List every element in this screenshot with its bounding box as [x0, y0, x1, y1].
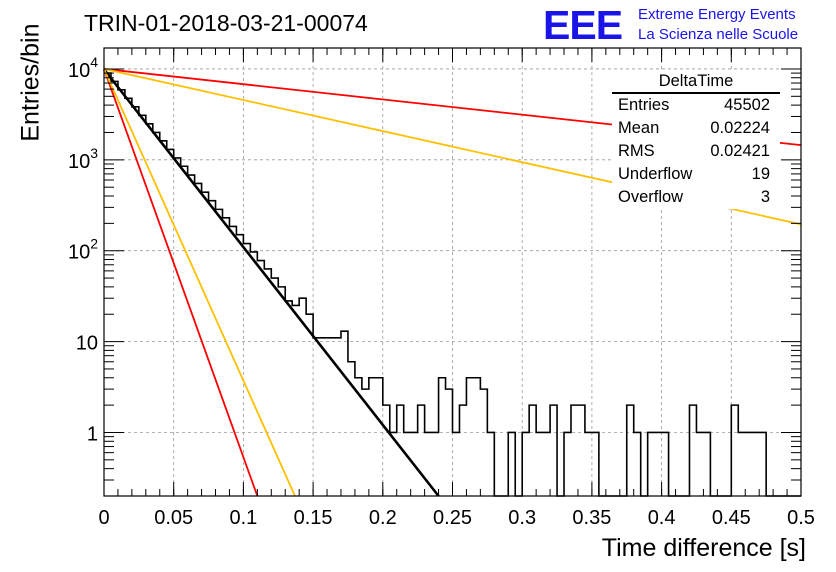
- stats-row-overflow: Overflow 3: [612, 186, 780, 209]
- x-tick-label: 0.05: [154, 507, 193, 529]
- histogram-outline: [104, 72, 801, 497]
- x-axis-label: Time difference [s]: [601, 534, 806, 562]
- stats-row-mean: Mean 0.02224: [612, 117, 780, 140]
- x-tick-label: 0: [98, 507, 109, 529]
- x-tick-label: 0.15: [294, 507, 333, 529]
- run-title: TRIN-01-2018-03-21-00074: [84, 10, 368, 36]
- stats-value: 3: [760, 188, 770, 206]
- stats-key: RMS: [618, 142, 655, 160]
- y-tick-label: 104: [68, 54, 98, 82]
- y-tick-label: 1: [87, 423, 98, 445]
- stats-row-underflow: Underflow 19: [612, 163, 780, 186]
- x-tick-label: 0.4: [648, 507, 676, 529]
- y-axis-label: Entries/bin: [16, 23, 45, 142]
- stats-key: Entries: [618, 96, 670, 114]
- brand-line-2: La Scienza nelle Scuole: [638, 26, 799, 43]
- x-tick-label: 0.25: [433, 507, 472, 529]
- brand-line-1: Extreme Energy Events: [638, 6, 796, 23]
- x-tick-label: 0.5: [787, 507, 815, 529]
- stats-value: 0.02224: [710, 119, 770, 137]
- stats-row-entries: Entries 45502: [612, 94, 780, 117]
- stats-value: 19: [751, 165, 770, 183]
- x-tick-label: 0.45: [712, 507, 751, 529]
- stats-key: Overflow: [618, 188, 684, 206]
- stats-key: Underflow: [618, 165, 693, 183]
- x-tick-label: 0.35: [572, 507, 611, 529]
- x-tick-label: 0.3: [508, 507, 536, 529]
- x-tick-label: 0.1: [229, 507, 257, 529]
- fit-curve-0: [102, 68, 440, 497]
- stats-box: DeltaTime Entries 45502 Mean 0.02224 RMS…: [612, 70, 780, 209]
- stats-title: DeltaTime: [612, 70, 780, 94]
- eee-logo: EEE: [543, 2, 623, 48]
- stats-value: 0.02421: [710, 142, 770, 160]
- y-tick-label: 103: [68, 145, 98, 173]
- y-tick-label: 102: [68, 236, 98, 264]
- stats-row-rms: RMS 0.02421: [612, 140, 780, 163]
- y-tick-label: 10: [76, 333, 98, 355]
- stats-value: 45502: [724, 96, 770, 114]
- fit-curve-4: [103, 68, 296, 497]
- stats-key: Mean: [618, 119, 660, 137]
- fit-curve-3: [103, 68, 259, 497]
- x-tick-label: 0.2: [369, 507, 397, 529]
